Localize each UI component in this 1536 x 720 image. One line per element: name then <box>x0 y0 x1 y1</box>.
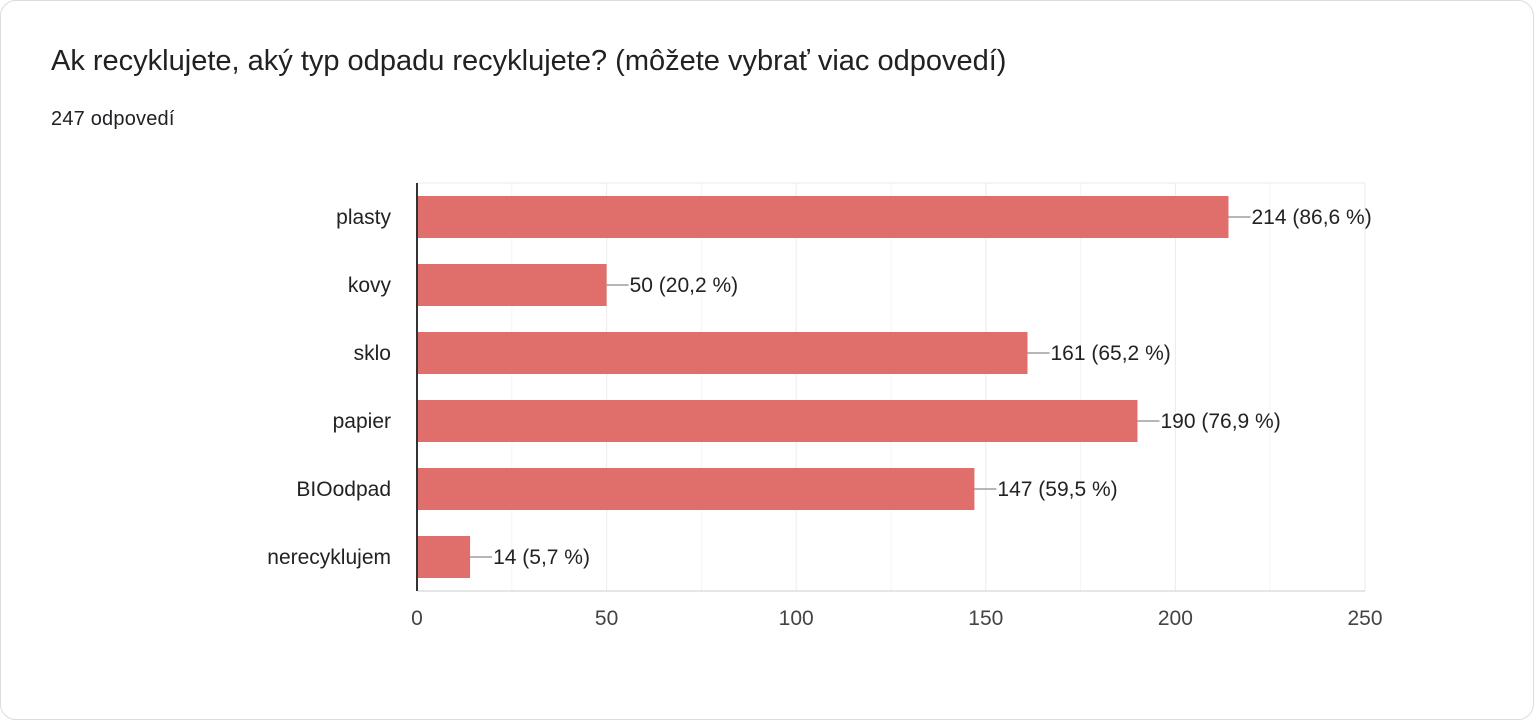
category-label: sklo <box>354 342 391 365</box>
category-label: plasty <box>336 206 391 229</box>
x-tick-label: 100 <box>779 607 814 630</box>
grid-lines <box>417 182 1366 592</box>
category-label: papier <box>333 410 391 433</box>
bar <box>417 400 1138 442</box>
category-label: kovy <box>348 274 392 297</box>
data-label: 190 (76,9 %) <box>1160 410 1280 433</box>
data-label: 50 (20,2 %) <box>630 274 739 297</box>
bar <box>417 196 1229 238</box>
x-tick-label: 250 <box>1347 607 1382 630</box>
bar <box>417 536 471 578</box>
question-title: Ak recyklujete, aký typ odpadu recykluje… <box>51 45 1007 77</box>
response-count: 247 odpovedí <box>51 108 175 130</box>
bars <box>417 196 1229 578</box>
x-tick-label: 0 <box>411 607 423 630</box>
x-tick-label: 150 <box>968 607 1003 630</box>
data-label: 161 (65,2 %) <box>1051 342 1171 365</box>
labels: 0 50 100 150 200 250 plasty 214 (86,6 %) kovy 50 … <box>267 183 1383 630</box>
data-label: 147 (59,5 %) <box>997 478 1117 501</box>
bar <box>417 468 975 510</box>
x-tick-label: 50 <box>595 607 618 630</box>
category-label: nerecyklujem <box>267 546 391 569</box>
data-label: 14 (5,7 %) <box>493 546 590 569</box>
data-label: 214 (86,6 %) <box>1251 206 1371 229</box>
bar <box>417 264 607 306</box>
bar <box>417 332 1028 374</box>
category-label: BIOodpad <box>296 478 391 501</box>
x-tick-label: 200 <box>1158 607 1193 630</box>
